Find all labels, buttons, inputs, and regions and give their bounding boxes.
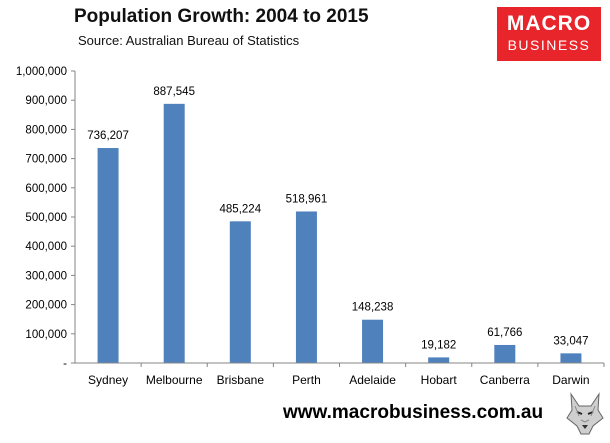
bar bbox=[97, 148, 119, 363]
x-tick-label: Adelaide bbox=[349, 373, 396, 387]
data-label: 61,766 bbox=[487, 327, 522, 339]
data-label: 33,047 bbox=[553, 335, 588, 347]
y-tick-label: 300,000 bbox=[25, 270, 67, 282]
y-tick-label: 100,000 bbox=[25, 329, 67, 341]
footer-url[interactable]: www.macrobusiness.com.au bbox=[283, 402, 544, 423]
bar bbox=[295, 211, 317, 363]
bars-group: 736,207 887,545 485,224 518,961 148,238 19,18… bbox=[87, 86, 589, 364]
y-tick-label: 200,000 bbox=[25, 300, 67, 312]
x-tick-label: Melbourne bbox=[146, 373, 203, 387]
y-axis: - 100,000 200,000 300,000 400,000 500,000 600,… bbox=[16, 66, 76, 370]
y-tick-label: 1,000,000 bbox=[16, 66, 67, 78]
logo-line-macro: MACRO bbox=[506, 12, 592, 35]
data-label: 887,545 bbox=[153, 86, 195, 98]
bar bbox=[494, 344, 516, 363]
y-tick-label: 500,000 bbox=[25, 212, 67, 224]
y-tick-label: 900,000 bbox=[25, 95, 67, 107]
bar bbox=[229, 221, 251, 363]
bar bbox=[560, 353, 582, 363]
y-tick-label: 800,000 bbox=[25, 124, 67, 136]
x-tick-label: Darwin bbox=[552, 373, 589, 387]
data-label: 736,207 bbox=[87, 130, 129, 142]
bar bbox=[362, 319, 384, 363]
data-label: 19,182 bbox=[421, 339, 456, 351]
x-tick-label: Canberra bbox=[480, 373, 530, 387]
y-tick-label: 400,000 bbox=[25, 241, 67, 253]
x-tick-label: Sydney bbox=[88, 373, 128, 387]
macrobusiness-logo[interactable]: MACRO BUSINESS bbox=[497, 7, 601, 61]
chart-title: Population Growth: 2004 to 2015 bbox=[74, 6, 369, 27]
data-label: 148,238 bbox=[352, 302, 394, 314]
x-tick-label: Perth bbox=[292, 373, 321, 387]
y-tick-label: - bbox=[63, 358, 67, 370]
data-label: 518,961 bbox=[286, 193, 328, 205]
x-tick-label: Hobart bbox=[421, 373, 458, 387]
logo-line-business: BUSINESS bbox=[507, 37, 591, 53]
y-tick-label: 700,000 bbox=[25, 154, 67, 166]
wolf-logo-icon bbox=[566, 392, 604, 435]
x-tick-label: Brisbane bbox=[217, 373, 265, 387]
bar bbox=[428, 357, 450, 363]
data-label: 485,224 bbox=[220, 203, 262, 215]
chart-subtitle: Source: Australian Bureau of Statistics bbox=[78, 33, 300, 48]
x-axis: Sydney Melbourne Brisbane Perth Adelaide Hoba… bbox=[75, 362, 605, 387]
y-tick-label: 600,000 bbox=[25, 183, 67, 195]
bar bbox=[163, 103, 185, 364]
